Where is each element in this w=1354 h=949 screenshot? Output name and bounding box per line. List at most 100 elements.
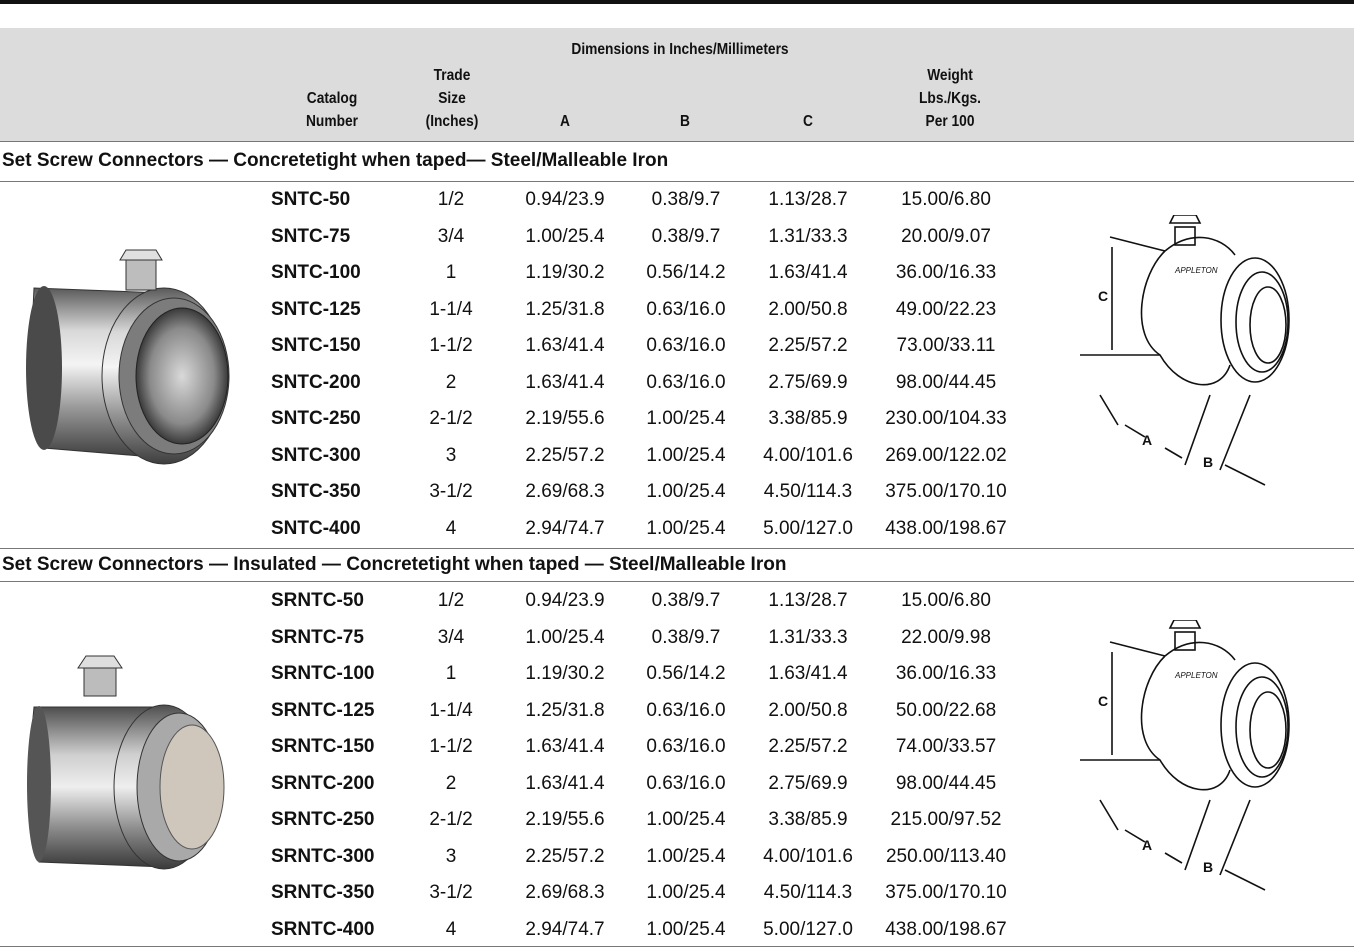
weight-cell: 269.00/122.02 bbox=[885, 444, 1007, 466]
diagram-label-a: A bbox=[1142, 837, 1152, 853]
table-row: SNTC-400 4 2.94/74.7 1.00/25.4 5.00/127.0 438… bbox=[0, 511, 1354, 547]
weight-cell: 74.00/33.57 bbox=[895, 736, 997, 757]
weight-cell: 49.00/22.23 bbox=[895, 298, 997, 320]
weight-cell: 230.00/104.33 bbox=[885, 408, 1007, 429]
dim-b-cell: 1.00/25.4 bbox=[646, 444, 726, 466]
dim-b-cell: 0.63/16.0 bbox=[646, 699, 726, 721]
dim-b-cell: 0.38/9.7 bbox=[651, 590, 721, 611]
trade-size-cell: 2-1/2 bbox=[429, 408, 473, 429]
trade-size-cell: 3/4 bbox=[437, 626, 465, 648]
header-dim-c: C bbox=[803, 113, 813, 130]
weight-cell: 22.00/9.98 bbox=[901, 626, 991, 648]
trade-size-cell: 3-1/2 bbox=[429, 882, 473, 903]
catalog-number: SNTC-250 bbox=[271, 408, 361, 429]
table-row: SNTC-75 3/4 1.00/25.4 0.38/9.7 1.31/33.3 20.0… bbox=[0, 219, 1354, 255]
table-row: SRNTC-250 2-1/2 2.19/55.6 1.00/25.4 3.38/85.… bbox=[0, 802, 1354, 838]
dim-a-cell: 0.94/23.9 bbox=[525, 590, 605, 611]
dim-b-cell: 0.63/16.0 bbox=[646, 736, 726, 757]
trade-size-cell: 3 bbox=[445, 444, 457, 466]
dim-b-cell: 0.38/9.7 bbox=[651, 225, 721, 247]
header-catalog-line2: Number bbox=[305, 113, 358, 130]
dim-b-cell: 0.56/14.2 bbox=[646, 262, 726, 283]
dim-c-cell: 1.63/41.4 bbox=[768, 663, 848, 684]
bottom-rule bbox=[0, 946, 1354, 947]
trade-size-cell: 1 bbox=[445, 262, 457, 283]
weight-cell: 438.00/198.67 bbox=[885, 517, 1007, 539]
dim-c-cell: 2.75/69.9 bbox=[768, 772, 848, 794]
table-row: SNTC-250 2-1/2 2.19/55.6 1.00/25.4 3.38/85.9… bbox=[0, 401, 1354, 437]
dim-a-cell: 2.25/57.2 bbox=[525, 845, 605, 867]
table-row: SNTC-125 1-1/4 1.25/31.8 0.63/16.0 2.00/50.8… bbox=[0, 292, 1354, 328]
dim-b-cell: 1.00/25.4 bbox=[646, 408, 726, 429]
dim-c-cell: 5.00/127.0 bbox=[763, 517, 853, 539]
catalog-number: SNTC-200 bbox=[271, 371, 361, 393]
catalog-number: SRNTC-250 bbox=[271, 809, 375, 830]
weight-cell: 50.00/22.68 bbox=[895, 699, 997, 721]
diagram-label-a: A bbox=[1142, 432, 1152, 448]
header-catalog-line1: Catalog bbox=[306, 90, 358, 107]
table-row: SRNTC-125 1-1/4 1.25/31.8 0.63/16.0 2.00/50.… bbox=[0, 693, 1354, 729]
dim-a-cell: 2.94/74.7 bbox=[525, 517, 605, 539]
table-header: Dimensions in Inches/Millimeters Trade S… bbox=[0, 28, 1354, 142]
catalog-number: SNTC-100 bbox=[271, 262, 361, 283]
dim-c-cell: 1.13/28.7 bbox=[768, 189, 848, 210]
dim-b-cell: 1.00/25.4 bbox=[646, 882, 726, 903]
weight-cell: 20.00/9.07 bbox=[901, 225, 991, 247]
section-divider bbox=[0, 181, 1354, 182]
table-row: SNTC-150 1-1/2 1.63/41.4 0.63/16.0 2.25/57.2… bbox=[0, 328, 1354, 364]
table-row: SNTC-350 3-1/2 2.69/68.3 1.00/25.4 4.50/114.… bbox=[0, 474, 1354, 510]
dim-c-cell: 2.25/57.2 bbox=[768, 736, 848, 757]
weight-cell: 215.00/97.52 bbox=[890, 809, 1002, 830]
set-screw-connector-photo bbox=[26, 249, 230, 465]
dim-a-cell: 1.63/41.4 bbox=[525, 736, 605, 757]
dim-c-cell: 5.00/127.0 bbox=[763, 918, 853, 940]
dim-a-cell: 1.00/25.4 bbox=[525, 225, 605, 247]
section-title: Set Screw Connectors — Insulated — Concr… bbox=[2, 554, 787, 575]
diagram-label-b: B bbox=[1203, 859, 1213, 875]
trade-size-cell: 1/2 bbox=[437, 189, 465, 210]
catalog-number: SNTC-300 bbox=[271, 444, 361, 466]
dim-b-cell: 0.38/9.7 bbox=[651, 189, 721, 210]
weight-cell: 438.00/198.67 bbox=[885, 918, 1007, 940]
trade-size-cell: 2 bbox=[445, 772, 457, 794]
diagram-brand: APPLETON bbox=[1174, 671, 1218, 680]
section-title: Set Screw Connectors — Concretetight whe… bbox=[2, 150, 669, 171]
trade-size-cell: 4 bbox=[445, 517, 457, 539]
dim-b-cell: 1.00/25.4 bbox=[646, 809, 726, 830]
weight-cell: 36.00/16.33 bbox=[895, 262, 997, 283]
dim-a-cell: 1.25/31.8 bbox=[525, 298, 605, 320]
dim-a-cell: 1.63/41.4 bbox=[525, 371, 605, 393]
weight-cell: 375.00/170.10 bbox=[885, 882, 1007, 903]
trade-size-cell: 2 bbox=[445, 371, 457, 393]
header-weight-line1: Weight bbox=[927, 67, 973, 84]
diagram-label-b: B bbox=[1203, 454, 1213, 470]
dim-b-cell: 0.63/16.0 bbox=[646, 335, 726, 356]
catalog-number: SNTC-75 bbox=[271, 225, 351, 247]
table-row: SNTC-100 1 1.19/30.2 0.56/14.2 1.63/41.4 36.0… bbox=[0, 255, 1354, 291]
trade-size-cell: 2-1/2 bbox=[429, 809, 473, 830]
trade-size-cell: 3 bbox=[445, 845, 457, 867]
weight-cell: 250.00/113.40 bbox=[885, 845, 1007, 867]
header-dim-b: B bbox=[680, 113, 690, 130]
weight-cell: 36.00/16.33 bbox=[895, 663, 997, 684]
table-row: SRNTC-350 3-1/2 2.69/68.3 1.00/25.4 4.50/114… bbox=[0, 875, 1354, 911]
table-row: SRNTC-200 2 1.63/41.4 0.63/16.0 2.75/69.9 98.… bbox=[0, 766, 1354, 802]
dim-a-cell: 1.63/41.4 bbox=[525, 335, 605, 356]
dim-a-cell: 1.63/41.4 bbox=[525, 772, 605, 794]
dim-b-cell: 0.38/9.7 bbox=[651, 626, 721, 648]
dim-c-cell: 2.25/57.2 bbox=[768, 335, 848, 356]
dim-a-cell: 2.19/55.6 bbox=[525, 809, 605, 830]
dim-b-cell: 1.00/25.4 bbox=[646, 517, 726, 539]
catalog-number: SNTC-150 bbox=[271, 335, 361, 356]
catalog-number: SRNTC-125 bbox=[271, 699, 375, 721]
table-row: SNTC-50 1/2 0.94/23.9 0.38/9.7 1.13/28.7 15.0… bbox=[0, 182, 1354, 218]
dimension-diagram: C A B APPLETON bbox=[1080, 215, 1290, 486]
catalog-number: SRNTC-75 bbox=[271, 626, 364, 648]
dimensions-group-title: Dimensions in Inches/Millimeters bbox=[571, 41, 789, 58]
dim-a-cell: 2.94/74.7 bbox=[525, 918, 605, 940]
catalog-number: SRNTC-200 bbox=[271, 772, 375, 794]
dim-c-cell: 1.31/33.3 bbox=[768, 626, 848, 648]
table-row: SRNTC-75 3/4 1.00/25.4 0.38/9.7 1.31/33.3 22.… bbox=[0, 620, 1354, 656]
dimension-diagram: C A B APPLETON bbox=[1080, 620, 1290, 891]
table-row: SRNTC-150 1-1/2 1.63/41.4 0.63/16.0 2.25/57.… bbox=[0, 729, 1354, 765]
